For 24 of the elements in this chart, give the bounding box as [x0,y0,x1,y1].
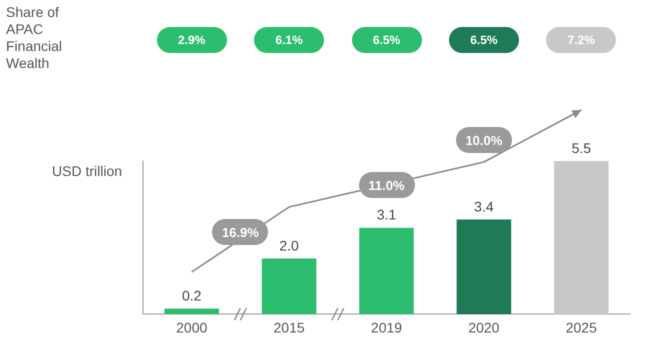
text: 6.5% [448,27,519,53]
text: 6.5% [352,27,422,53]
data-label: 5.5 [572,140,592,156]
data-label: 3.4 [474,198,494,214]
x-tick-label: 2000 [176,319,208,336]
text: 10.0% [456,127,512,153]
y-axis-title: USD trillion [52,163,122,179]
x-tick-label: 2015 [274,319,305,336]
data-label: 0.2 [182,287,202,304]
bar [554,161,609,314]
x-tick-label: 2019 [370,319,402,336]
text: 6.1% [254,27,324,53]
x-tick-label: 2025 [566,319,598,336]
bar [456,219,512,314]
text: 2.9% [156,27,227,53]
bar [262,258,316,314]
data-label: 3.1 [376,206,396,223]
data-label: 2.0 [279,237,300,254]
annotation: 11.0% [358,172,414,198]
bar [359,228,414,314]
text: Share of APAC Financial Wealth [6,4,64,72]
bar [164,308,219,314]
annotation: 16.9% [212,219,268,245]
x-tick-label: 2020 [468,319,500,336]
